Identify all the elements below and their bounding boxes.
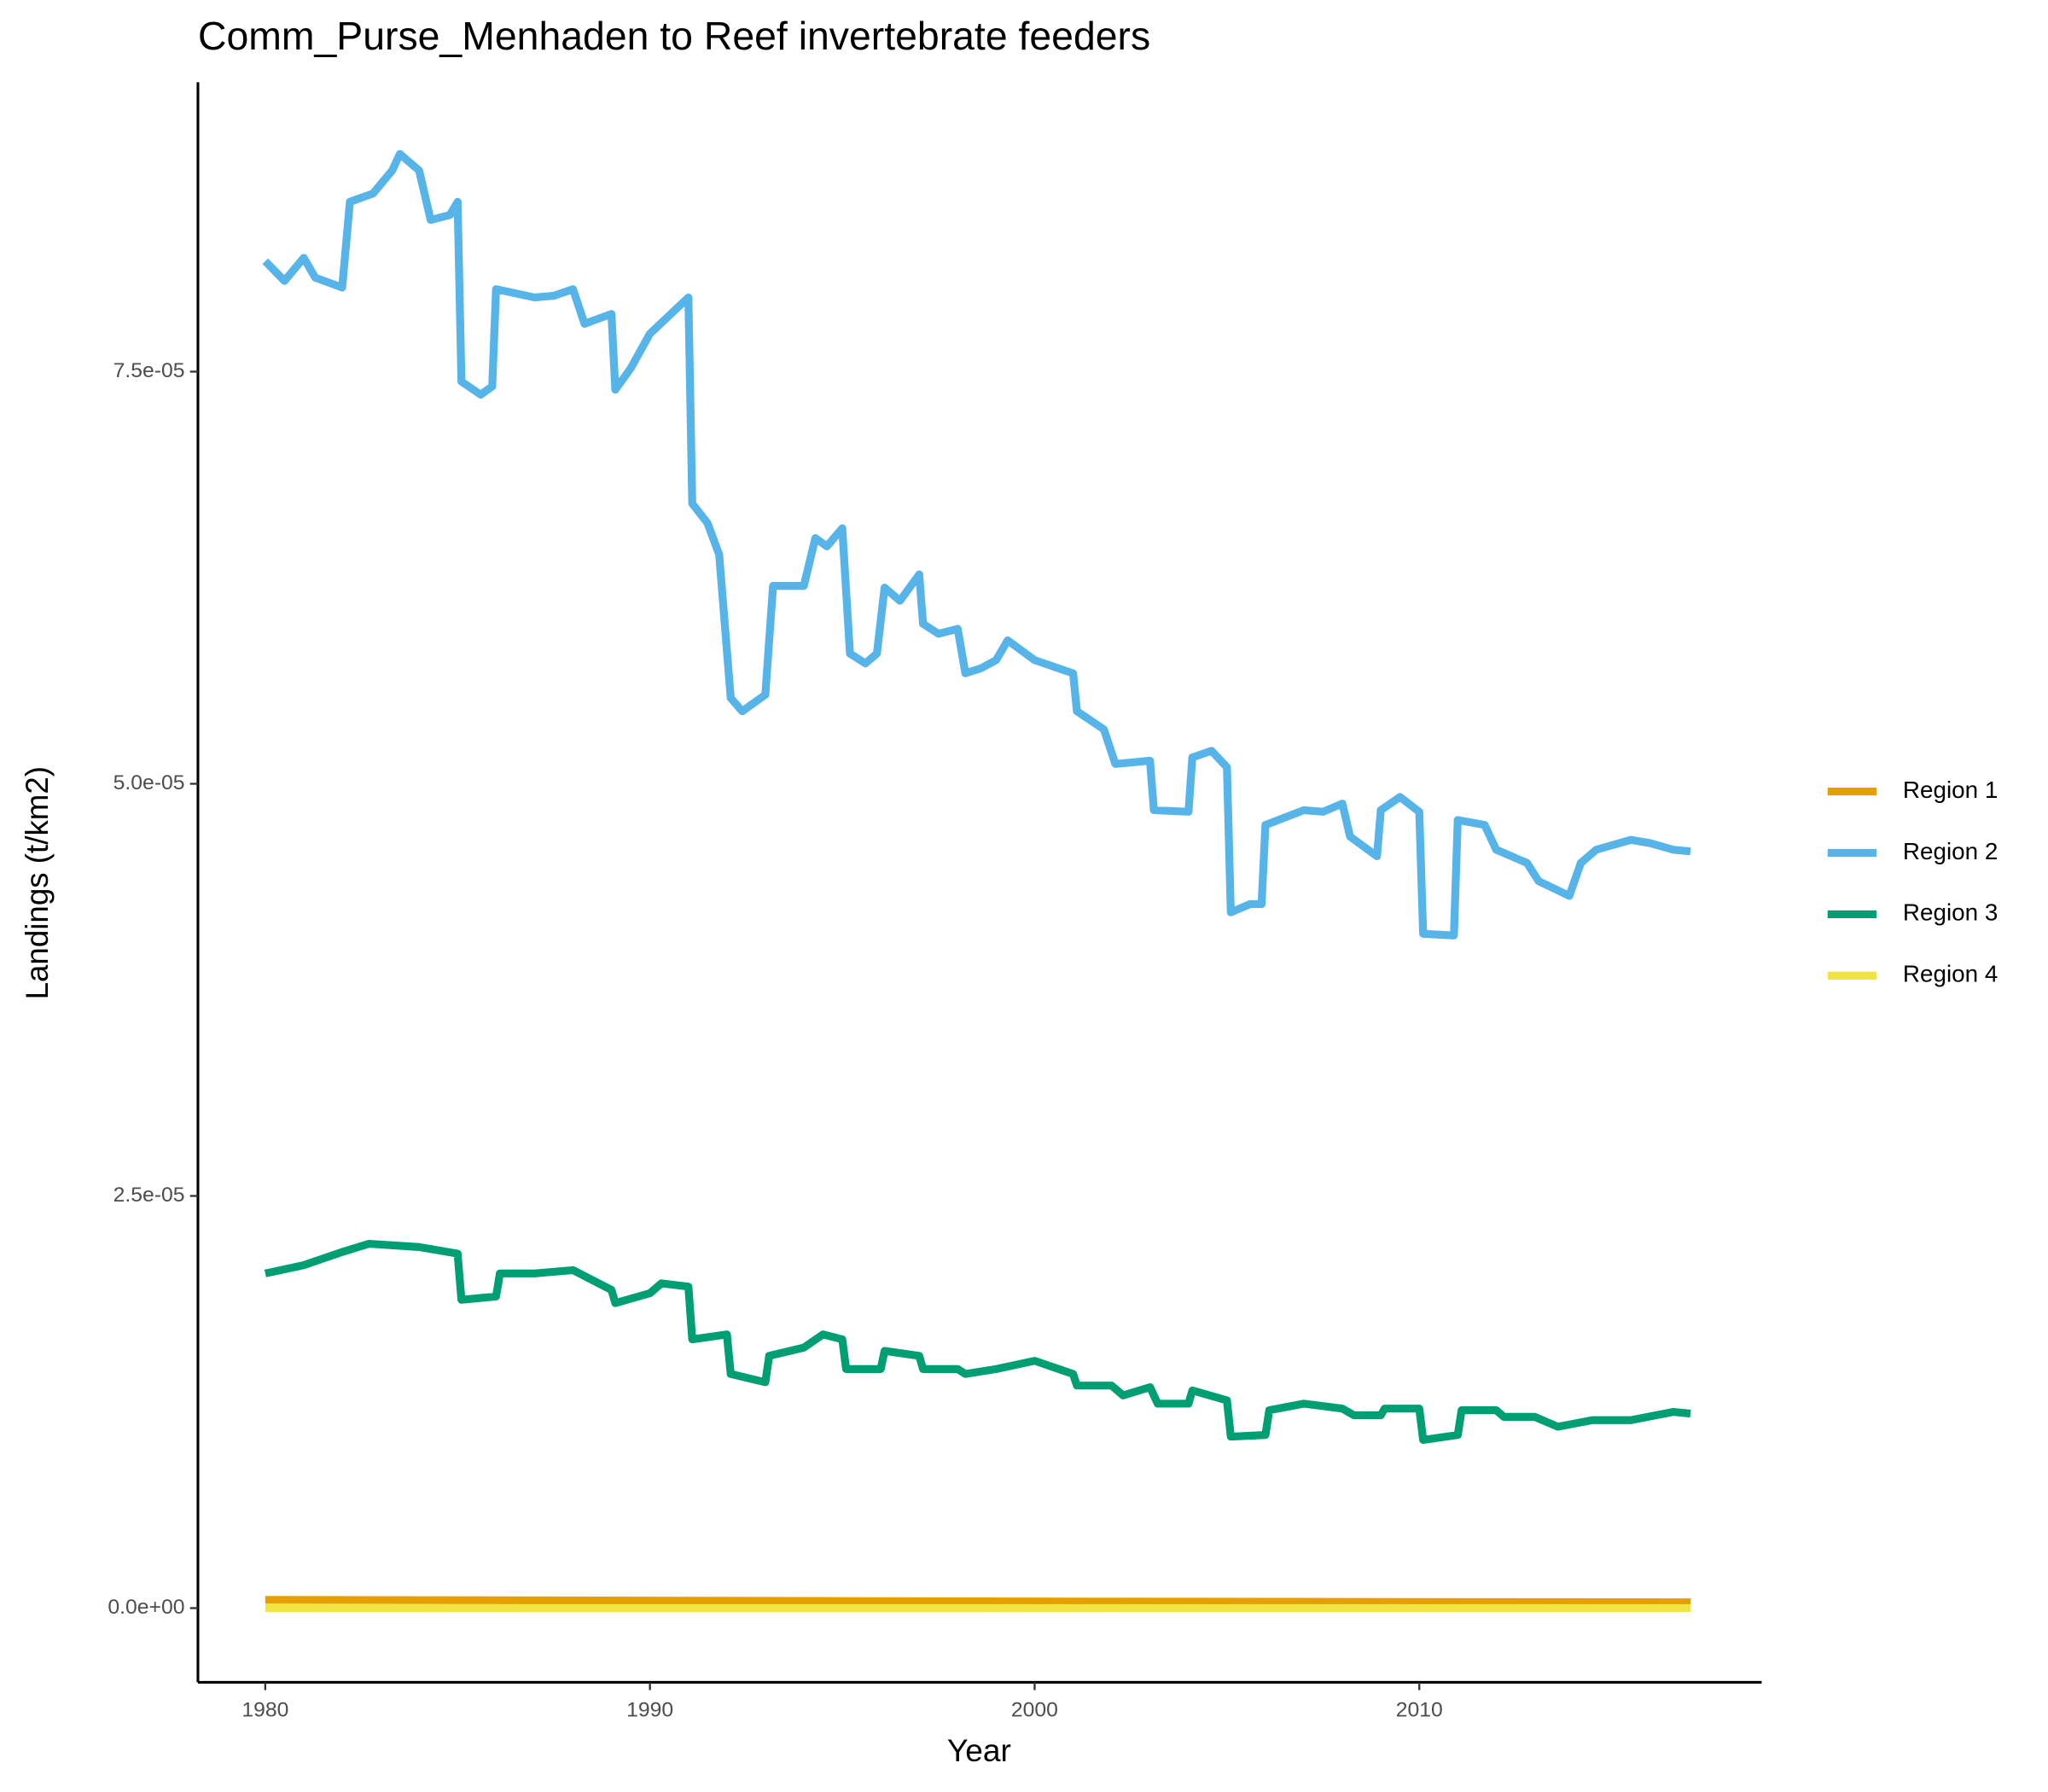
x-axis-label: Year — [947, 1733, 1011, 1768]
legend-label: Region 1 — [1903, 777, 1998, 803]
legend-label: Region 2 — [1903, 838, 1998, 864]
y-tick-label: 7.5e-05 — [113, 359, 185, 382]
x-tick-label: 2000 — [1011, 1699, 1058, 1722]
y-tick-label: 5.0e-05 — [113, 771, 185, 794]
x-tick-label: 1980 — [241, 1699, 288, 1722]
y-tick-label: 0.0e+00 — [108, 1596, 184, 1619]
chart-title: Comm_Purse_Menhaden to Reef invertebrate… — [198, 14, 1150, 58]
y-axis-label: Landings (t/km2) — [20, 766, 55, 999]
series-line — [265, 1596, 1691, 1607]
legend-label: Region 4 — [1903, 961, 1998, 987]
x-tick-label: 1990 — [626, 1699, 673, 1722]
y-tick-label: 2.5e-05 — [113, 1184, 185, 1207]
legend-label: Region 3 — [1903, 899, 1998, 926]
series-line — [264, 1239, 1691, 1445]
x-tick-label: 2010 — [1396, 1699, 1443, 1722]
series-line — [262, 149, 1691, 940]
